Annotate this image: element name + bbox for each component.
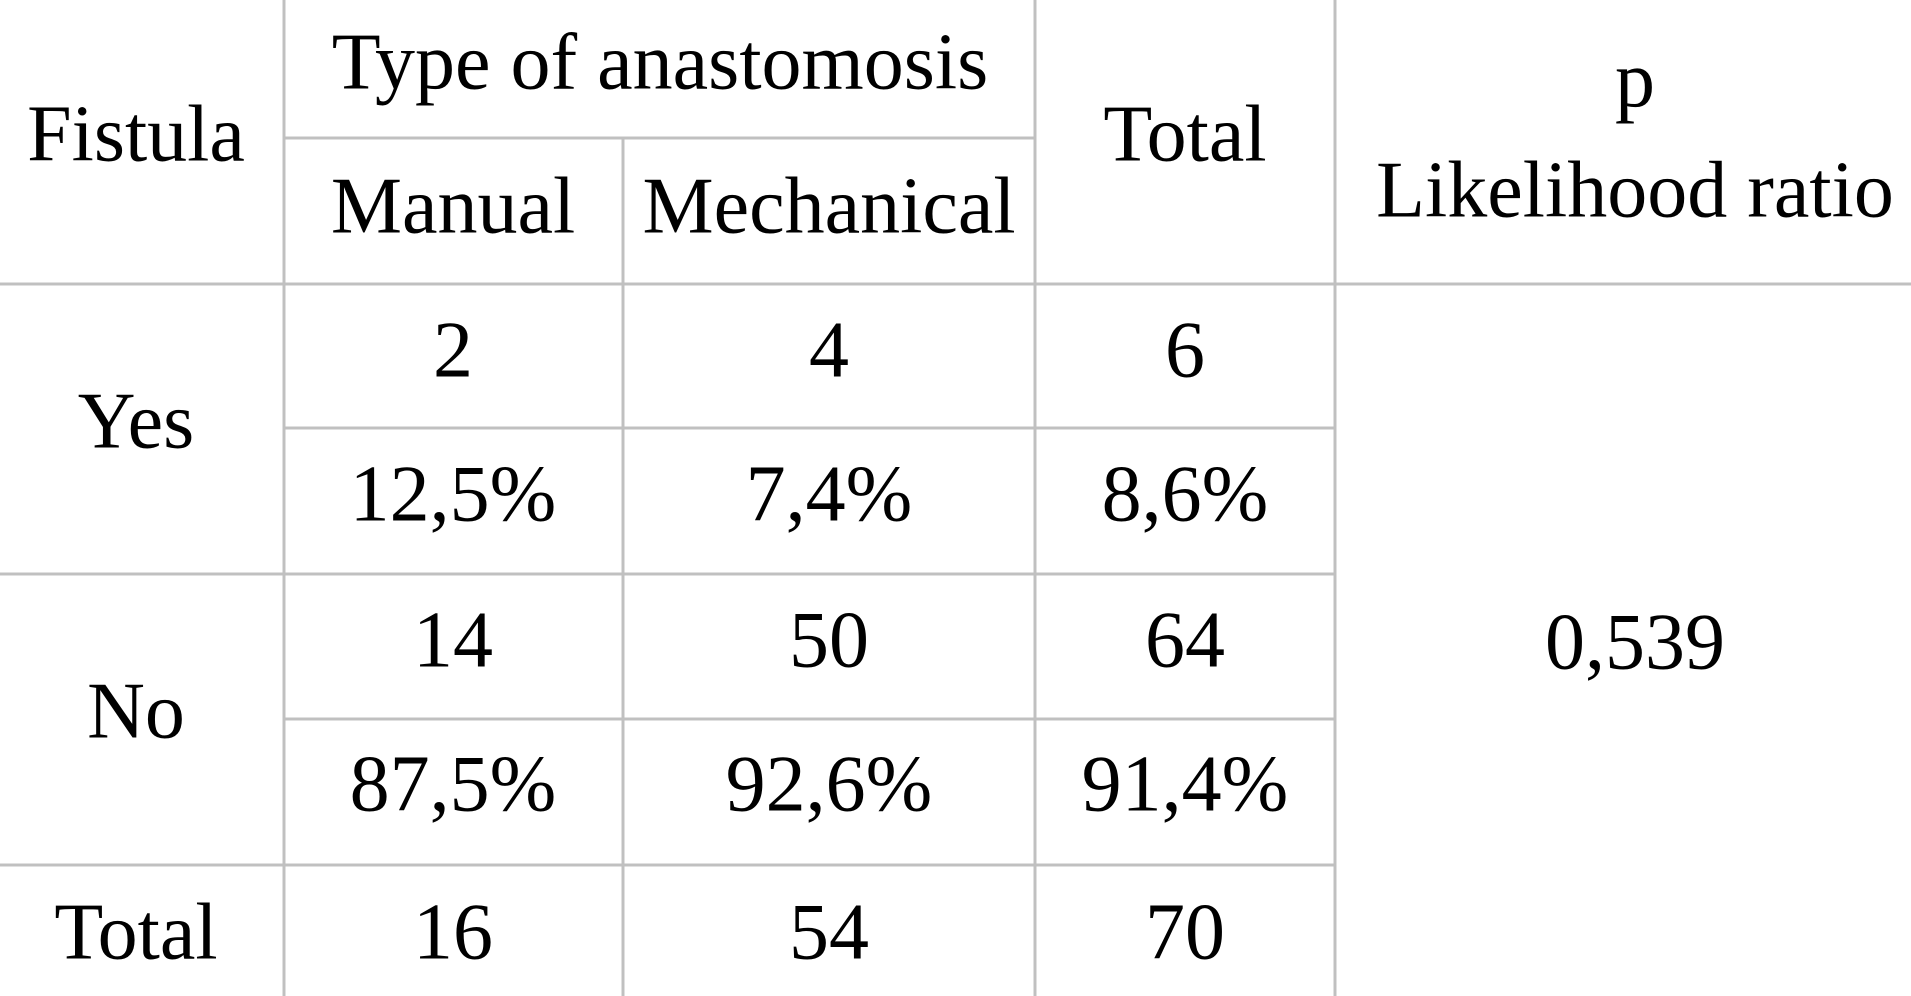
p-value: 0,539 xyxy=(1545,598,1725,686)
header-cell: Mechanical xyxy=(642,162,1015,250)
header-cell: Likelihood ratio xyxy=(1376,146,1894,234)
percent-cell: 91,4% xyxy=(1082,740,1289,828)
percent-cell: 7,4% xyxy=(746,450,913,538)
percent-cell: 92,6% xyxy=(726,740,933,828)
header-cell: Manual xyxy=(331,162,575,250)
percent-cell: 8,6% xyxy=(1102,450,1269,538)
count-cell: 14 xyxy=(413,596,493,684)
row-label: No xyxy=(87,667,185,755)
count-cell: 50 xyxy=(789,596,869,684)
total-cell: 70 xyxy=(1145,888,1225,976)
percent-cell: 12,5% xyxy=(350,450,557,538)
total-cell: 16 xyxy=(413,888,493,976)
percent-cell: 87,5% xyxy=(350,740,557,828)
count-cell: 2 xyxy=(433,306,473,394)
row-label: Total xyxy=(54,888,217,976)
header-cell: Total xyxy=(1103,90,1266,178)
header-cell: Fistula xyxy=(27,90,245,178)
count-cell: 4 xyxy=(809,306,849,394)
header-cell: Type of anastomosis xyxy=(332,18,989,106)
header-cell: p xyxy=(1615,36,1655,124)
total-cell: 54 xyxy=(789,888,869,976)
count-cell: 64 xyxy=(1145,596,1225,684)
count-cell: 6 xyxy=(1165,306,1205,394)
row-label: Yes xyxy=(78,377,194,465)
